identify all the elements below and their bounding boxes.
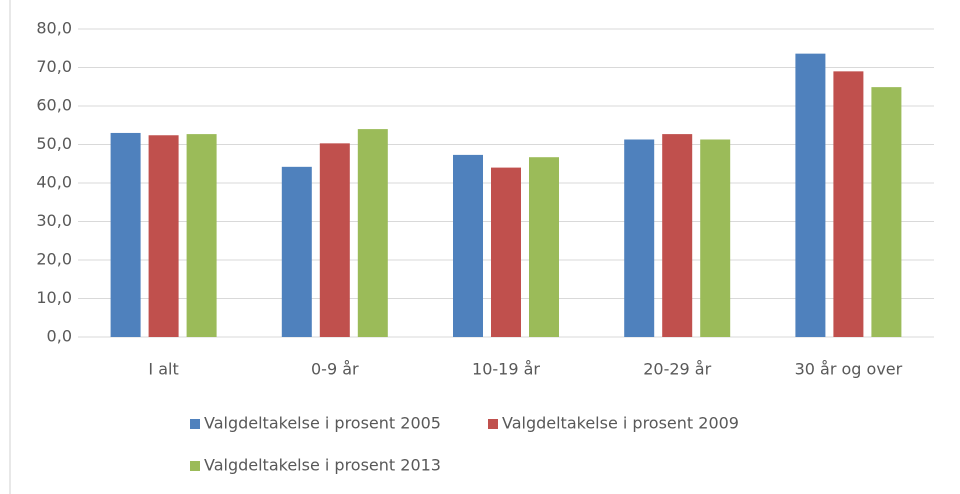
y-tick-label: 10,0 <box>36 288 72 307</box>
y-tick-label: 30,0 <box>36 211 72 230</box>
y-tick-label: 50,0 <box>36 134 72 153</box>
bar <box>624 139 655 337</box>
y-tick-label: 70,0 <box>36 57 72 76</box>
y-tick-label: 20,0 <box>36 250 72 269</box>
bar <box>795 53 826 337</box>
legend-swatch <box>190 461 200 471</box>
bar <box>319 143 350 337</box>
x-tick-label: 0-9 år <box>311 360 359 379</box>
legend-swatch <box>190 419 200 429</box>
x-tick-label: 30 år og over <box>795 360 903 379</box>
bar <box>186 134 217 337</box>
legend-swatch <box>488 419 498 429</box>
x-tick-label: 10-19 år <box>472 360 540 379</box>
bar <box>871 87 902 337</box>
bar <box>662 134 693 337</box>
x-tick-label: I alt <box>148 360 178 379</box>
x-tick-label: 20-29 år <box>643 360 711 379</box>
bar <box>491 167 521 337</box>
y-tick-label: 80,0 <box>36 19 72 38</box>
legend-label: Valgdeltakelse i prosent 2009 <box>502 414 739 433</box>
y-tick-label: 60,0 <box>36 96 72 115</box>
legend-label: Valgdeltakelse i prosent 2005 <box>204 414 441 433</box>
y-tick-label: 0,0 <box>47 327 72 346</box>
bar <box>148 135 179 337</box>
y-tick-label: 40,0 <box>36 173 72 192</box>
bar <box>453 154 483 337</box>
bar <box>529 157 559 337</box>
legend-label: Valgdeltakelse i prosent 2013 <box>204 456 441 475</box>
bar <box>700 139 731 337</box>
bar <box>110 132 141 337</box>
bar <box>357 129 388 337</box>
bar <box>281 166 312 337</box>
bar <box>833 71 864 337</box>
